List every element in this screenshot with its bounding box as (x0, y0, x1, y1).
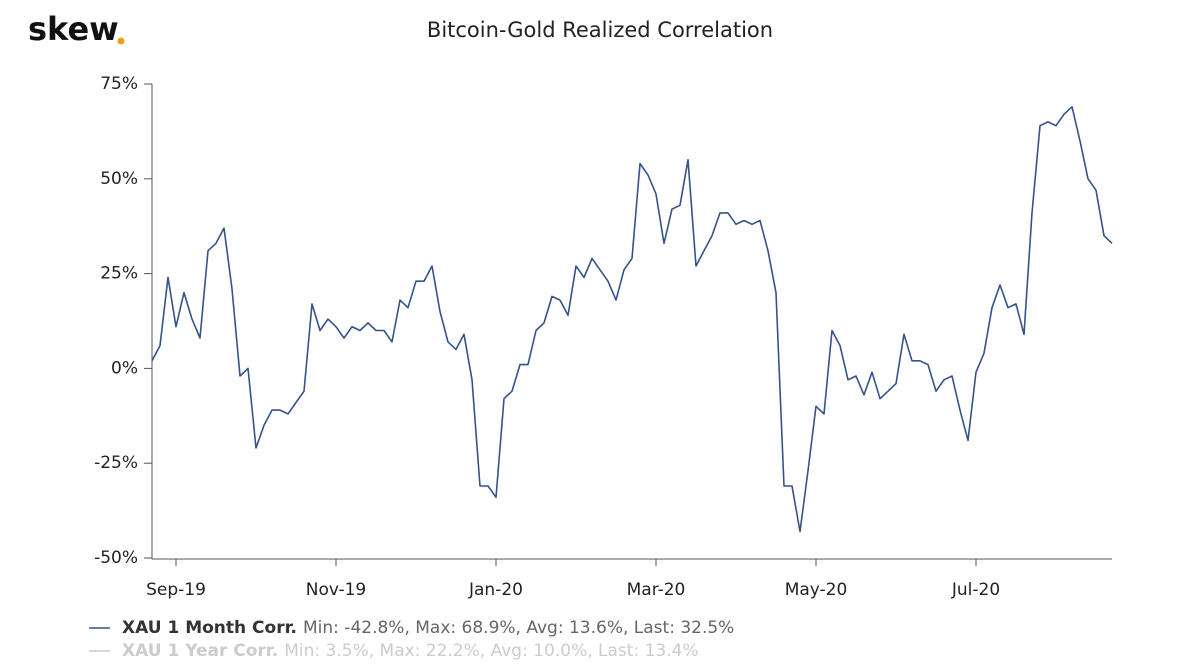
x-tick-label: Jul-20 (951, 580, 1000, 600)
x-tick-label: May-20 (785, 580, 848, 600)
logo: skew (28, 10, 119, 48)
y-tick-label: -50% (94, 548, 138, 568)
legend-name: XAU 1 Year Corr. (122, 641, 278, 661)
y-tick-label: 0% (111, 358, 138, 378)
chart-title: Bitcoin-Gold Realized Correlation (427, 18, 773, 42)
legend-name: XAU 1 Month Corr. (122, 618, 297, 638)
legend-stats: Min: 3.5%, Max: 22.2%, Avg: 10.0%, Last:… (284, 641, 698, 661)
x-tick-label: Nov-19 (306, 580, 367, 600)
legend-stats: Min: -42.8%, Max: 68.9%, Avg: 13.6%, Las… (303, 618, 734, 638)
x-tick-label: Jan-20 (468, 580, 523, 600)
y-tick-label: -25% (94, 453, 138, 473)
legend-entry: XAU 1 Month Corr. Min: -42.8%, Max: 68.9%… (122, 618, 734, 638)
logo-dot (117, 37, 125, 45)
series-line (151, 106, 1113, 533)
legend-entry: XAU 1 Year Corr. Min: 3.5%, Max: 22.2%, A… (122, 641, 699, 661)
y-tick-label: 50% (100, 169, 138, 189)
x-tick-label: Sep-19 (146, 580, 206, 600)
x-tick-label: Mar-20 (627, 580, 686, 600)
y-tick-label: 25% (100, 264, 138, 284)
y-tick-label: 75% (100, 74, 138, 94)
